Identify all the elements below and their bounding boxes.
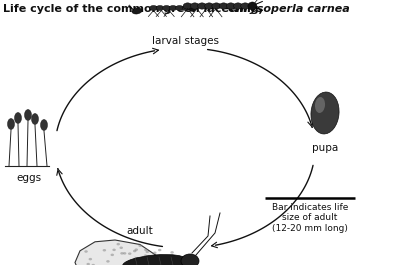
- Ellipse shape: [156, 6, 164, 11]
- Ellipse shape: [144, 254, 147, 257]
- Ellipse shape: [146, 251, 149, 253]
- Ellipse shape: [86, 263, 90, 265]
- Ellipse shape: [8, 118, 14, 130]
- Ellipse shape: [123, 255, 187, 265]
- Ellipse shape: [128, 252, 132, 255]
- Ellipse shape: [133, 250, 136, 252]
- Ellipse shape: [219, 3, 228, 9]
- Text: adult: adult: [127, 226, 153, 236]
- Polygon shape: [75, 240, 185, 265]
- Ellipse shape: [32, 113, 38, 125]
- Ellipse shape: [123, 252, 126, 255]
- Ellipse shape: [106, 260, 110, 263]
- Ellipse shape: [155, 261, 158, 263]
- Ellipse shape: [14, 113, 22, 123]
- Ellipse shape: [134, 248, 138, 251]
- Ellipse shape: [92, 264, 95, 265]
- Ellipse shape: [140, 263, 143, 265]
- Ellipse shape: [315, 97, 325, 113]
- Text: eggs: eggs: [16, 173, 42, 183]
- Ellipse shape: [205, 3, 214, 9]
- Ellipse shape: [163, 6, 170, 11]
- Ellipse shape: [116, 243, 120, 245]
- Ellipse shape: [132, 8, 142, 14]
- Ellipse shape: [169, 6, 177, 11]
- Ellipse shape: [24, 109, 32, 121]
- Ellipse shape: [241, 3, 250, 9]
- Ellipse shape: [134, 257, 138, 260]
- Ellipse shape: [120, 246, 123, 249]
- Ellipse shape: [110, 254, 114, 256]
- Text: pupa: pupa: [312, 143, 338, 153]
- Ellipse shape: [248, 2, 257, 10]
- Ellipse shape: [181, 254, 199, 265]
- Ellipse shape: [88, 258, 92, 260]
- Ellipse shape: [150, 6, 157, 11]
- Text: larval stages: larval stages: [152, 36, 218, 46]
- Ellipse shape: [144, 249, 148, 251]
- Ellipse shape: [103, 249, 106, 251]
- Ellipse shape: [183, 3, 192, 9]
- Ellipse shape: [212, 3, 221, 9]
- Ellipse shape: [158, 249, 162, 251]
- Ellipse shape: [157, 258, 160, 260]
- Ellipse shape: [153, 251, 156, 254]
- Ellipse shape: [189, 5, 196, 11]
- Ellipse shape: [182, 6, 190, 11]
- Ellipse shape: [84, 250, 88, 253]
- Text: Life cycle of the common green lacewing,: Life cycle of the common green lacewing,: [3, 4, 267, 14]
- Text: Bar indicates life
size of adult
(12-20 mm long): Bar indicates life size of adult (12-20 …: [272, 203, 348, 233]
- Ellipse shape: [112, 249, 116, 251]
- Ellipse shape: [190, 3, 199, 9]
- Ellipse shape: [198, 3, 206, 9]
- Ellipse shape: [138, 245, 142, 247]
- Ellipse shape: [176, 6, 183, 11]
- Ellipse shape: [311, 92, 339, 134]
- Ellipse shape: [234, 3, 242, 9]
- Ellipse shape: [40, 120, 48, 130]
- Ellipse shape: [120, 252, 124, 255]
- Text: Chrysoperla carnea: Chrysoperla carnea: [228, 4, 350, 14]
- Ellipse shape: [170, 251, 174, 254]
- Ellipse shape: [226, 3, 235, 9]
- Ellipse shape: [129, 264, 132, 265]
